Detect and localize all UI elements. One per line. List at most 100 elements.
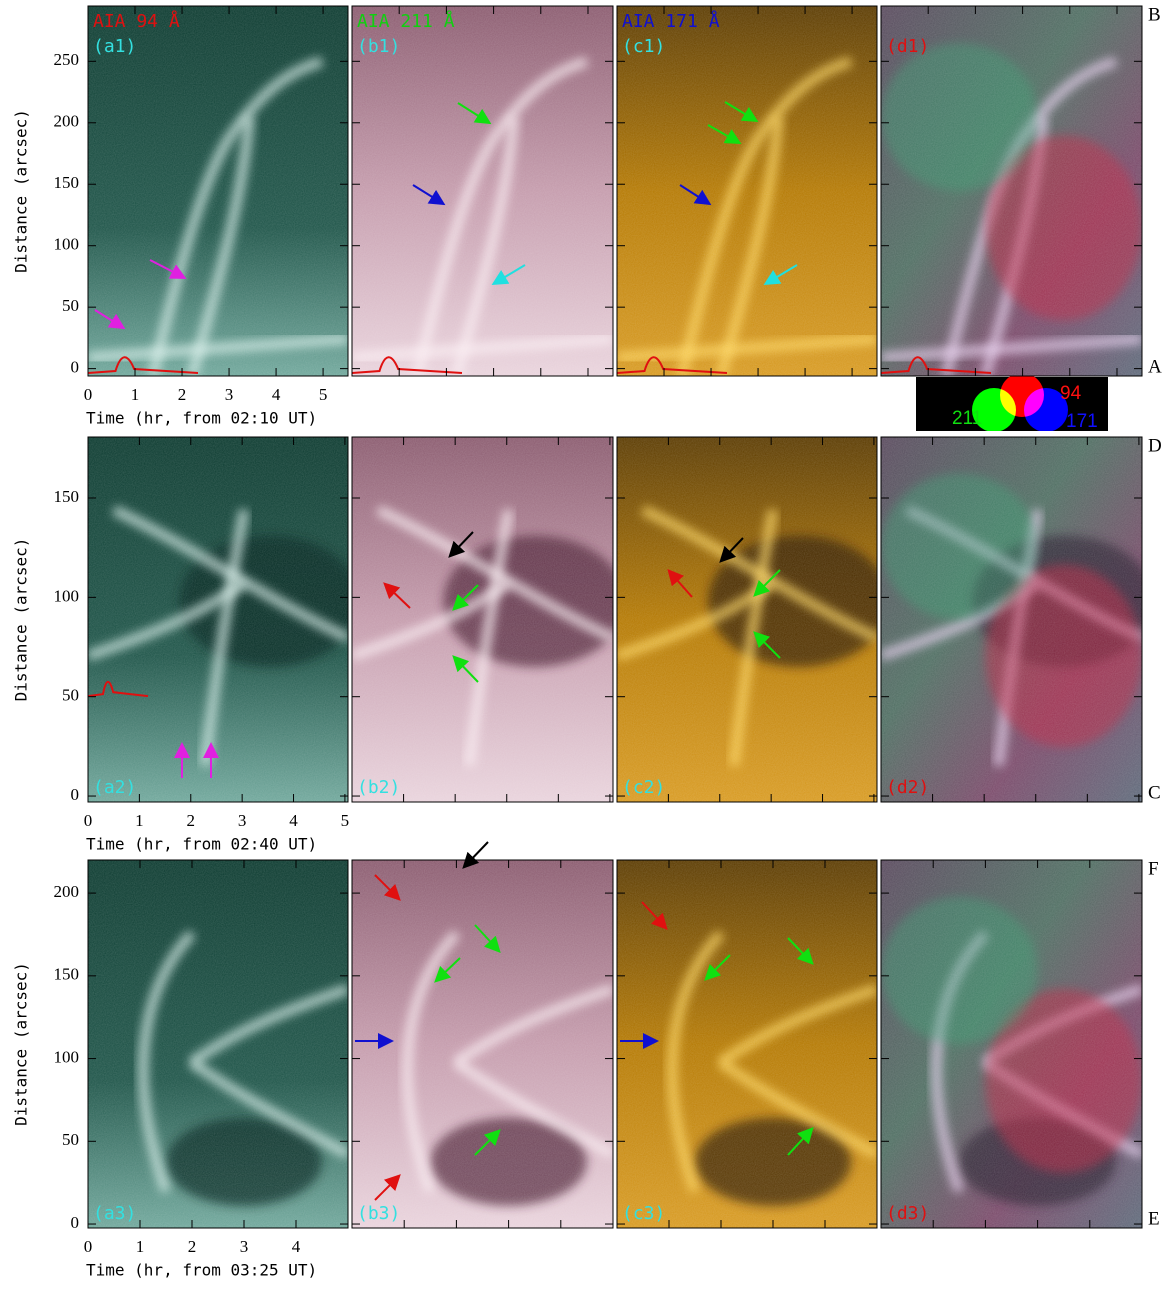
x-tick-label: 2: [188, 1237, 197, 1256]
panel-label: (d1): [886, 36, 929, 57]
image-noise: [617, 860, 877, 1228]
panel-label: (b2): [357, 777, 400, 798]
x-axis-label: Time (hr, from 02:40 UT): [86, 835, 317, 854]
x-tick-label: 1: [135, 811, 144, 830]
y-axis-label: Distance (arcsec): [12, 962, 31, 1126]
figure: 94211171 AIA 94 Å(a1)0501001502002500123…: [0, 0, 1172, 1290]
x-tick-label: 4: [289, 811, 298, 830]
panel-label: (b3): [357, 1203, 400, 1224]
image-noise: [881, 437, 1142, 802]
y-tick-label: 100: [54, 586, 80, 605]
panel-image: [88, 860, 348, 1228]
image-noise: [88, 6, 348, 376]
panel: (b2): [352, 437, 626, 802]
image-noise: [617, 437, 877, 802]
image-noise: [881, 6, 1142, 376]
x-tick-label: 1: [131, 385, 140, 404]
edge-label: A: [1148, 356, 1162, 377]
x-tick-label: 3: [238, 811, 247, 830]
edge-label: C: [1148, 782, 1161, 803]
panel-label: (c2): [622, 777, 665, 798]
x-tick-label: 5: [341, 811, 350, 830]
y-tick-label: 200: [54, 112, 80, 131]
panel-image: [617, 437, 890, 802]
legend-label: 211: [952, 408, 982, 429]
y-tick-label: 100: [54, 235, 80, 254]
y-tick-label: 0: [71, 1213, 80, 1232]
panel-image: [617, 860, 877, 1228]
panel-label: (c3): [622, 1203, 665, 1224]
image-noise: [88, 860, 348, 1228]
y-tick-label: 150: [54, 965, 80, 984]
y-tick-label: 150: [54, 487, 80, 506]
x-tick-label: 3: [240, 1237, 249, 1256]
y-axis-label: Distance (arcsec): [12, 538, 31, 702]
image-noise: [352, 6, 613, 376]
panel-image: [352, 860, 613, 1228]
edge-label: B: [1148, 4, 1161, 25]
legend-label: 94: [1060, 383, 1082, 404]
panel-image: [88, 437, 361, 802]
panel: AIA 171 Å (c1): [617, 6, 877, 376]
panel-label: (d3): [886, 1203, 929, 1224]
y-tick-label: 0: [71, 785, 80, 804]
panel-title: AIA 171 Å: [622, 10, 720, 32]
panel-label: (a3): [93, 1203, 136, 1224]
image-noise: [352, 860, 613, 1228]
panel-title: AIA 211 Å: [357, 10, 455, 32]
panel-title: AIA 94 Å: [93, 10, 180, 32]
panel: (d3): [881, 860, 1142, 1228]
x-tick-label: 0: [84, 811, 93, 830]
panel: (a2): [88, 437, 361, 802]
panel-label: (d2): [886, 777, 929, 798]
edge-label: D: [1148, 435, 1162, 456]
panel-image: [881, 860, 1142, 1228]
panel: (b3): [352, 860, 613, 1228]
panel-image: [352, 437, 626, 802]
edge-label: F: [1148, 858, 1159, 879]
panel: (c3): [617, 860, 877, 1228]
panel-label: (a1): [93, 36, 136, 57]
y-tick-label: 150: [54, 173, 80, 192]
panel-image: [88, 6, 348, 376]
y-tick-label: 50: [62, 1130, 79, 1149]
panel: (a3): [88, 860, 348, 1228]
panel: AIA 94 Å (a1): [88, 6, 348, 376]
x-tick-label: 5: [319, 385, 328, 404]
panel-label: (b1): [357, 36, 400, 57]
y-tick-label: 200: [54, 882, 80, 901]
y-axis-label: Distance (arcsec): [12, 109, 31, 273]
edge-label: E: [1148, 1208, 1160, 1229]
panel: (c2): [617, 437, 890, 802]
x-tick-label: 0: [84, 1237, 93, 1256]
panel-image: [617, 6, 877, 376]
x-tick-label: 3: [225, 385, 234, 404]
image-noise: [617, 6, 877, 376]
x-tick-label: 0: [84, 385, 93, 404]
image-noise: [352, 437, 613, 802]
image-noise: [881, 860, 1142, 1228]
x-tick-label: 1: [136, 1237, 145, 1256]
x-tick-label: 2: [187, 811, 196, 830]
y-tick-label: 50: [62, 296, 79, 315]
panel-label: (c1): [622, 36, 665, 57]
panel-label: (a2): [93, 777, 136, 798]
panel: (d2): [881, 437, 1155, 802]
panel: (d1): [881, 6, 1142, 376]
legend-label: 171: [1066, 411, 1098, 432]
panel-image: [881, 6, 1142, 376]
x-tick-label: 4: [292, 1237, 301, 1256]
x-tick-label: 4: [272, 385, 281, 404]
panel-image: [352, 6, 613, 376]
y-tick-label: 0: [71, 358, 80, 377]
legend: 94 211 171: [916, 373, 1108, 432]
x-tick-label: 2: [178, 385, 187, 404]
x-axis-label: Time (hr, from 02:10 UT): [86, 409, 317, 428]
y-tick-label: 50: [62, 686, 79, 705]
panel-image: [881, 437, 1155, 802]
image-noise: [88, 437, 348, 802]
y-tick-label: 100: [54, 1047, 80, 1066]
y-tick-label: 250: [54, 50, 80, 69]
x-axis-label: Time (hr, from 03:25 UT): [86, 1261, 317, 1280]
panel: AIA 211 Å (b1): [352, 6, 613, 376]
